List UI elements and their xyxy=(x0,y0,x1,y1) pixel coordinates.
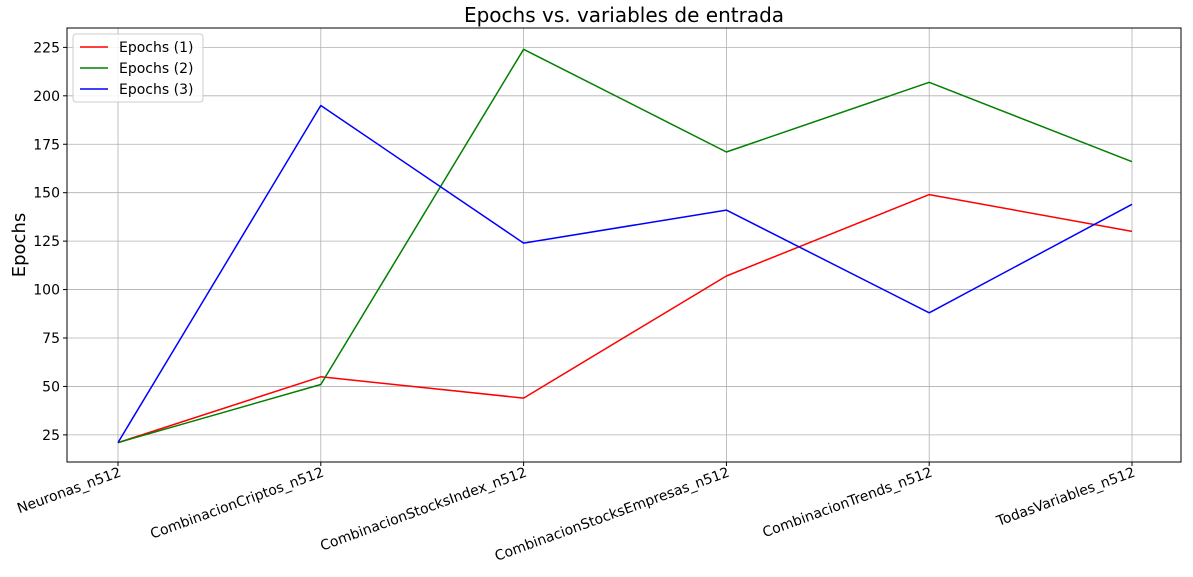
x-tick-label: TodasVariables_n512 xyxy=(994,465,1138,530)
y-tick-label: 175 xyxy=(33,137,60,153)
plot-frame xyxy=(66,27,1182,463)
series-lines xyxy=(117,48,1133,444)
grid xyxy=(67,28,1181,462)
series-line-1 xyxy=(117,193,1133,444)
y-axis-ticks: 25 50 75 100 125 150 175 200 225 xyxy=(33,40,67,444)
x-tick-label: CombinacionCriptos_n512 xyxy=(148,465,326,543)
x-axis-ticks: Neuronas_n512 CombinacionCriptos_n512Comb… xyxy=(15,462,1137,565)
y-tick-label: 25 xyxy=(42,428,60,444)
legend-box xyxy=(72,33,204,103)
y-tick-label: 150 xyxy=(33,186,60,202)
y-tick-label: 125 xyxy=(33,234,60,250)
y-tick-label: 100 xyxy=(33,283,60,299)
x-tick-label: Neuronas_n512 xyxy=(15,465,123,517)
legend-label-1: Epochs (1) xyxy=(119,40,193,56)
chart-title: Epochs vs. variables de entrada xyxy=(464,3,784,27)
y-tick-label: 75 xyxy=(42,331,60,347)
y-tick-label: 200 xyxy=(33,89,60,105)
y-tick-label: 50 xyxy=(42,379,60,395)
legend-label-3: Epochs (3) xyxy=(119,82,193,98)
x-tick-label: CombinacionStocksIndex_n512 xyxy=(318,465,529,555)
y-tick-label: 225 xyxy=(33,40,60,56)
series-line-3 xyxy=(117,104,1133,443)
series-line-2 xyxy=(117,48,1133,444)
legend: Epochs (1) Epochs (2) Epochs (3) xyxy=(72,33,204,103)
x-tick-label: CombinacionTrends_n512 xyxy=(760,465,934,541)
y-axis-label: Epochs xyxy=(9,213,30,278)
legend-label-2: Epochs (2) xyxy=(119,61,193,77)
